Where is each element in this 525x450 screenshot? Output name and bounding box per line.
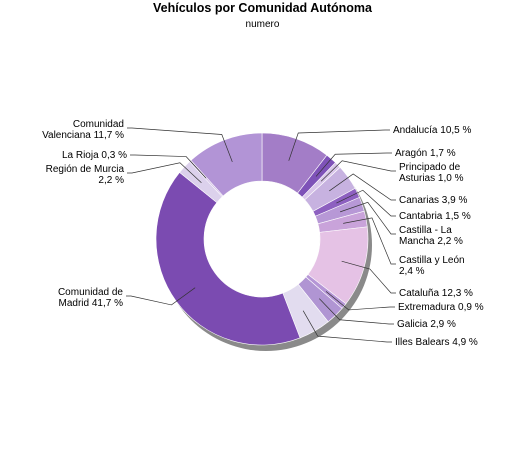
leader-line	[339, 201, 396, 235]
slice-label-line: Comunidad de	[58, 287, 123, 298]
slice-label-line: Cataluña 12,3 %	[399, 288, 473, 299]
leader-line	[288, 129, 390, 161]
slice-label-line: Principado de	[399, 162, 461, 173]
slice-label-line: Canarias 3,9 %	[399, 195, 467, 206]
slice-label: Illes Balears 4,9 %	[395, 337, 478, 348]
slice-label-line: Castilla y León	[399, 255, 465, 266]
slice-label-line: Región de Murcia	[46, 164, 125, 175]
chart-title: Vehículos por Comunidad Autónoma	[153, 1, 372, 15]
slice-label-line: Comunidad	[73, 119, 124, 130]
chart-subtitle: numero	[245, 19, 280, 30]
leader-line	[320, 160, 396, 182]
slice-label-line: La Rioja 0,3 %	[62, 150, 127, 161]
leader-line	[127, 162, 202, 183]
slice-label: Cataluña 12,3 %	[399, 288, 473, 299]
slices	[155, 132, 369, 346]
slice-label-line: Galicia 2,9 %	[397, 319, 456, 330]
slice-label: Galicia 2,9 %	[397, 319, 456, 330]
leader-line	[343, 217, 396, 265]
leader-line	[130, 154, 207, 179]
leader-line	[341, 260, 396, 294]
slice-label: Andalucía 10,5 %	[393, 125, 471, 136]
slice-label-line: Andalucía 10,5 %	[393, 125, 471, 136]
slice-label: Comunidad de Madrid 41,7 %	[58, 287, 123, 309]
leader-line	[329, 173, 396, 201]
slice-label-line: Madrid 41,7 %	[59, 298, 124, 309]
slice-label: Castilla y León 2,4 %	[399, 255, 465, 277]
leader-line	[127, 127, 233, 162]
slice-label: Principado de Asturias 1,0 %	[399, 162, 464, 184]
slice-label-line: Extremadura 0,9 %	[398, 302, 484, 313]
slice-label-line: Asturias 1,0 %	[399, 173, 464, 184]
donut-hole	[204, 181, 320, 297]
leader-line	[126, 287, 196, 306]
slice-label-line: Aragón 1,7 %	[395, 148, 456, 159]
slice-label-line: 2,4 %	[399, 266, 425, 277]
leader-line	[336, 189, 396, 217]
slice-label: Extremadura 0,9 %	[398, 302, 484, 313]
slice-label: Aragón 1,7 %	[395, 148, 456, 159]
slice-label: Región de Murcia 2,2 %	[46, 164, 125, 186]
slice-label-line: Cantabria 1,5 %	[399, 211, 471, 222]
leader-line	[302, 310, 392, 343]
leader-line	[325, 291, 395, 311]
slice-label-line: 2,2 %	[98, 175, 124, 186]
slice-label-line: Illes Balears 4,9 %	[395, 337, 478, 348]
slice-label: La Rioja 0,3 %	[62, 150, 127, 161]
slice-label: Cantabria 1,5 %	[399, 211, 471, 222]
leader-line	[315, 152, 392, 177]
leader-line	[319, 298, 394, 325]
slice-labels: Andalucía 10,5 % Aragón 1,7 % Principado d…	[42, 119, 484, 348]
slice-label: Canarias 3,9 %	[399, 195, 467, 206]
slice-label-line: Mancha 2,2 %	[399, 236, 463, 247]
slice-label-line: Castilla - La	[399, 225, 452, 236]
slice-label: Comunidad Valenciana 11,7 %	[42, 119, 124, 141]
slice-label: Castilla - La Mancha 2,2 %	[399, 225, 463, 247]
slice-label-line: Valenciana 11,7 %	[42, 130, 124, 141]
leader-lines	[126, 127, 396, 343]
